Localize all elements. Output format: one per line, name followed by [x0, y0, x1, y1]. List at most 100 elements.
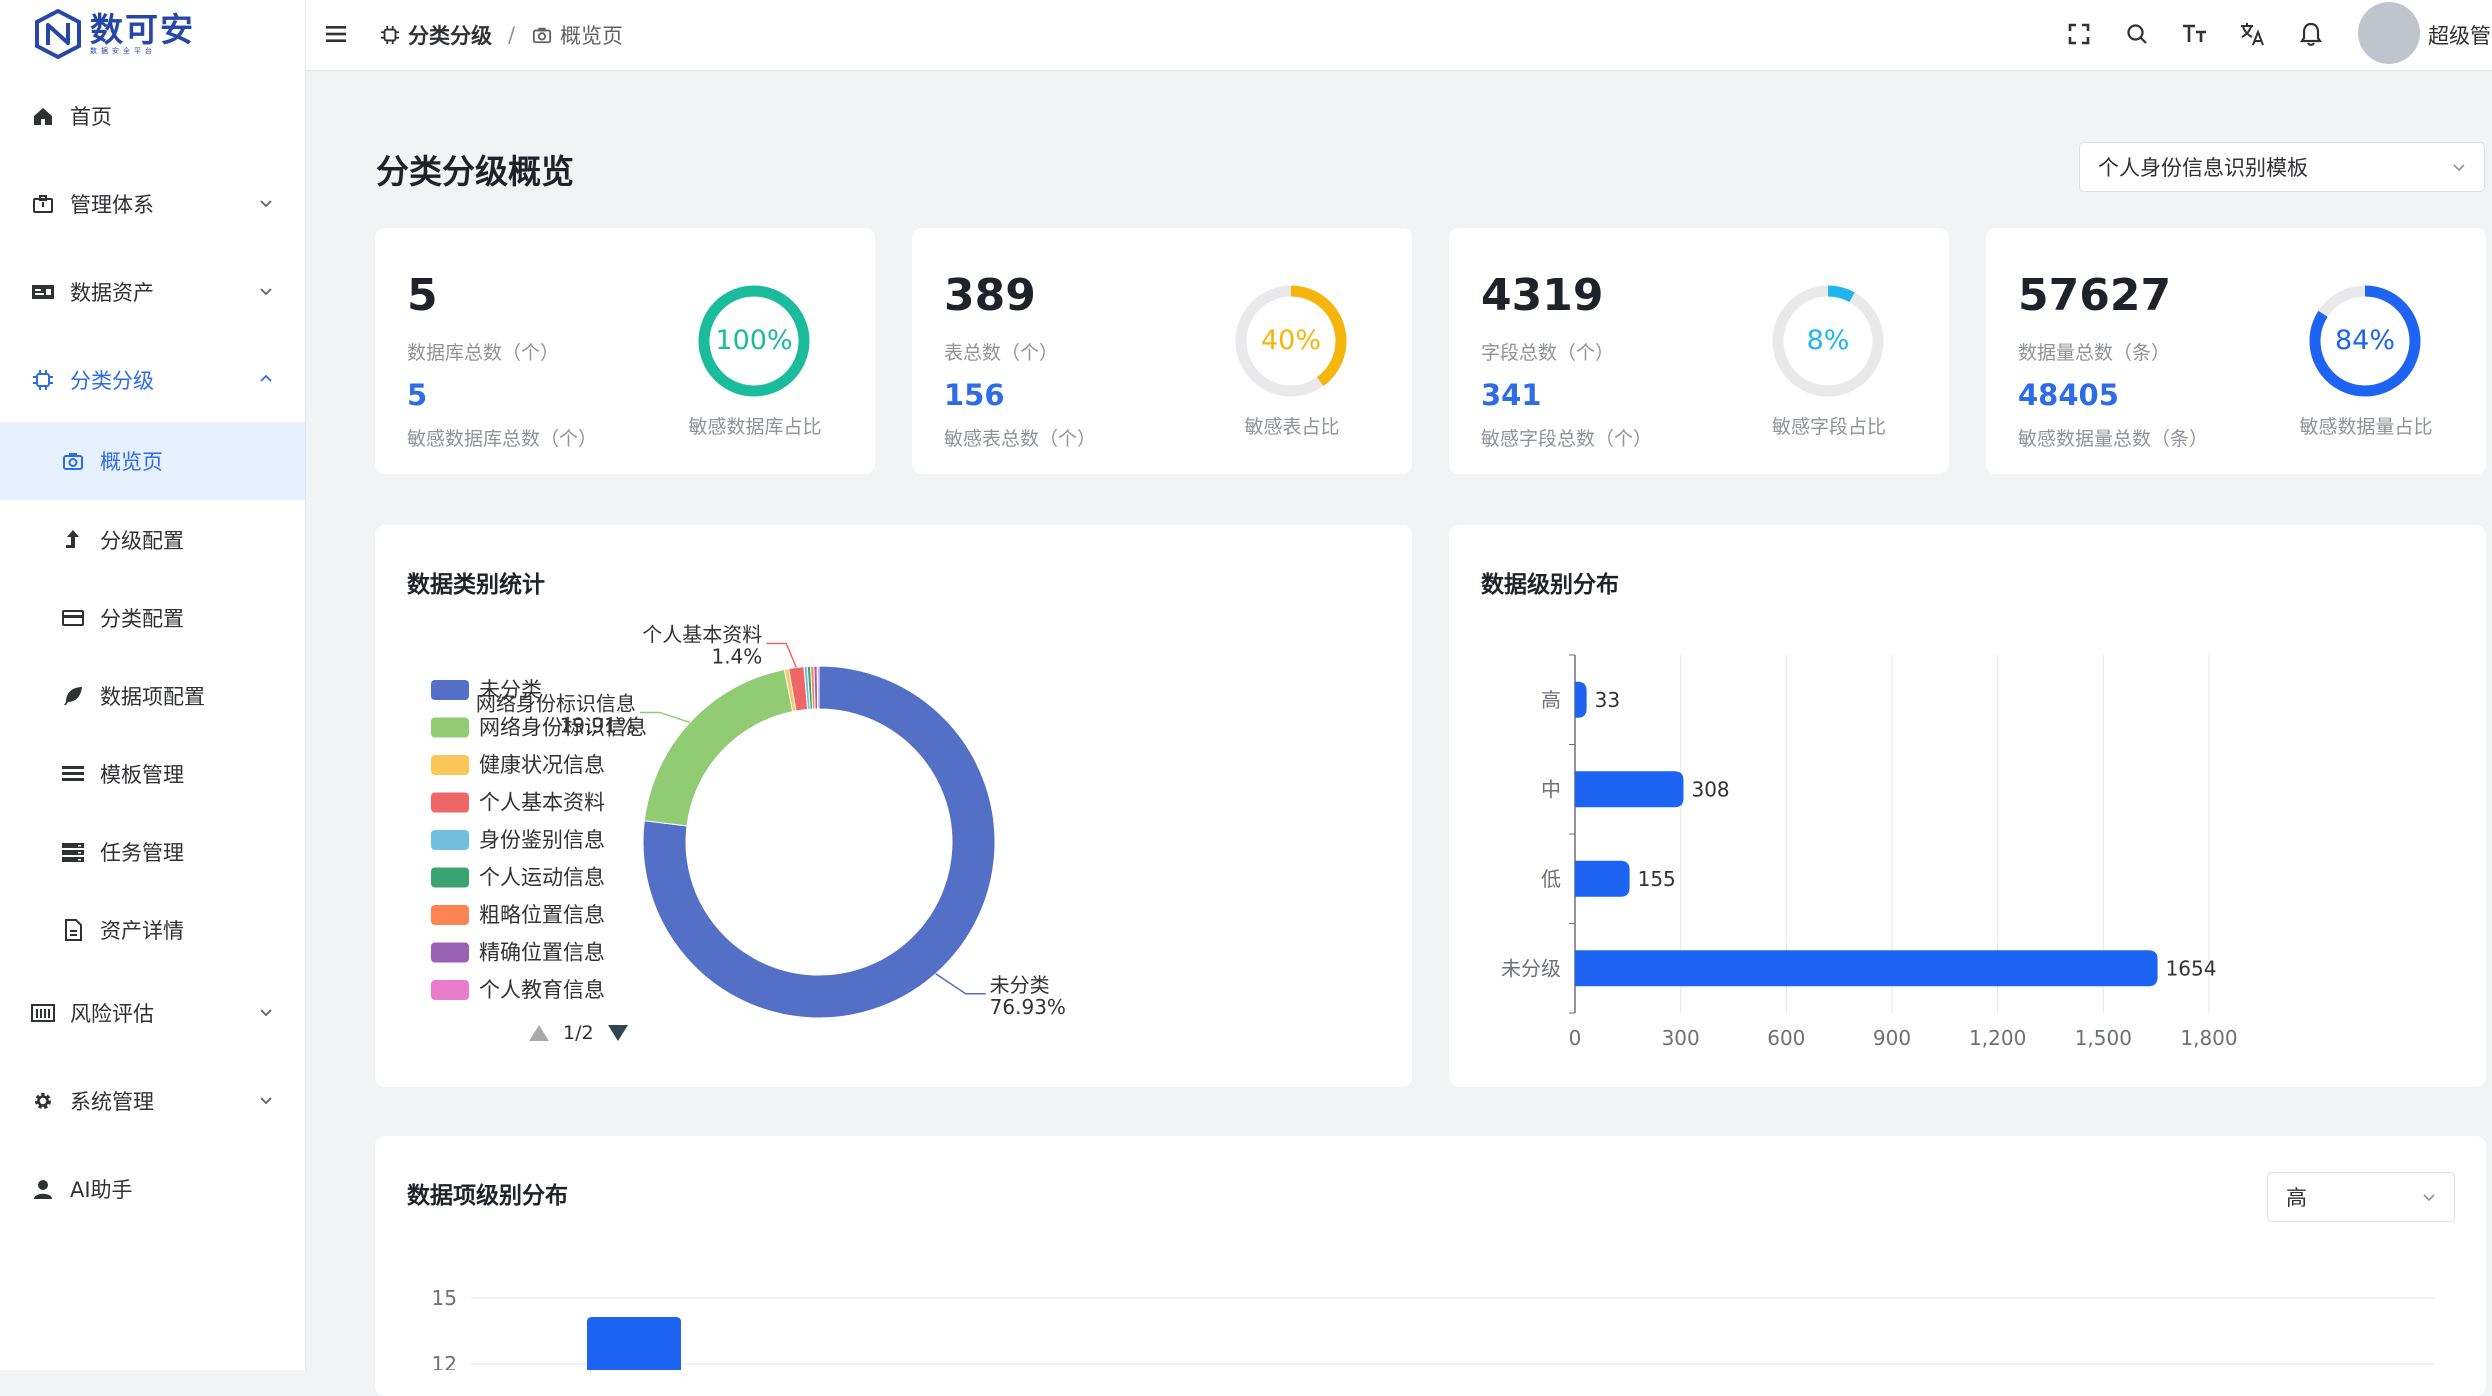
fullscreen-icon[interactable] — [2064, 19, 2094, 49]
brand-logo[interactable]: 数可安 数据安全平台 — [34, 6, 195, 62]
donut-slice — [816, 665, 820, 710]
item-level-card: 数据项级别分布 高 15 12 — [375, 1136, 2486, 1396]
ring-percent-text: 8% — [1807, 325, 1850, 356]
stat-total: 4319 — [1481, 270, 1604, 321]
sidebar-item-dataitem-config[interactable]: 数据项配置 — [0, 660, 305, 732]
percent-ring: 84% — [2309, 285, 2421, 397]
sidebar-item-label: 任务管理 — [100, 841, 184, 865]
legend-swatch — [431, 905, 469, 925]
legend-label: 未分类 — [479, 678, 542, 702]
list-icon — [60, 761, 86, 787]
legend-swatch — [431, 980, 469, 1000]
stat-sensitive: 341 — [1481, 378, 1542, 412]
menu-toggle-icon[interactable] — [324, 22, 348, 46]
sidebar-item-label: 首页 — [70, 105, 112, 129]
sidebar-item-system[interactable]: 系统管理 — [0, 1065, 305, 1137]
user-icon — [30, 1176, 56, 1202]
stat-total: 389 — [944, 270, 1036, 321]
y-tick-label: 未分级 — [1501, 956, 1561, 980]
bar-value-label: 155 — [1638, 867, 1676, 891]
sidebar-item-management[interactable]: 管理体系 — [0, 168, 305, 240]
level-bar-chart: 0 300 600 900 1,200 1,500 1,800 高 33 中 308 低 155 未分级 1… — [1501, 654, 2238, 1050]
annotation-name: 网络身份标识信息 — [476, 691, 636, 715]
annotation-line — [639, 711, 691, 724]
triangle-down-icon[interactable] — [606, 1023, 630, 1043]
sidebar-item-classification[interactable]: 分类分级 — [0, 344, 305, 416]
sidebar-item-template-mgmt[interactable]: 模板管理 — [0, 738, 305, 810]
level-select[interactable]: 高 — [2267, 1172, 2455, 1222]
chevron-down-icon — [260, 200, 272, 208]
legend-swatch — [431, 830, 469, 850]
username[interactable]: 超级管 — [2428, 24, 2491, 48]
x-tick-label: 900 — [1873, 1026, 1911, 1050]
top-header: 分类分级 / 概览页 超级管 — [306, 0, 2492, 71]
card-title: 数据类别统计 — [407, 572, 545, 598]
brand-subtitle: 数据安全平台 — [90, 47, 156, 55]
legend-page-indicator: 1/2 — [563, 1022, 594, 1044]
sidebar-item-label: 数据资产 — [70, 281, 154, 305]
bell-icon[interactable] — [2296, 19, 2326, 49]
search-icon[interactable] — [2122, 19, 2152, 49]
upload-arrow-icon — [60, 527, 86, 553]
sidebar-item-overview[interactable]: 概览页 — [0, 422, 305, 500]
id-card-icon — [30, 279, 56, 305]
sidebar-item-label: 数据项配置 — [100, 685, 205, 709]
stat-total-label: 数据库总数（个） — [407, 342, 560, 364]
sidebar-item-task-mgmt[interactable]: 任务管理 — [0, 816, 305, 888]
brand-title: 数可安 — [90, 10, 195, 49]
sidebar-item-risk[interactable]: 风险评估 — [0, 977, 305, 1049]
ring-progress — [698, 285, 810, 397]
triangle-up-icon[interactable] — [527, 1023, 551, 1043]
font-size-icon[interactable] — [2180, 19, 2210, 49]
sidebar-item-label: AI助手 — [70, 1178, 133, 1202]
ring-percent-text: 40% — [1261, 325, 1321, 356]
chip-icon — [30, 367, 56, 393]
translate-icon[interactable] — [2238, 19, 2268, 49]
percent-ring: 100% — [698, 285, 810, 397]
y-tick-label: 中 — [1541, 777, 1561, 801]
card-title: 数据项级别分布 — [407, 1183, 568, 1209]
sidebar-item-assets[interactable]: 数据资产 — [0, 256, 305, 328]
annotation-value: 76.93% — [990, 995, 1066, 1019]
legend-label: 身份鉴别信息 — [479, 828, 605, 852]
gear-icon — [30, 1088, 56, 1114]
bar-value-label: 33 — [1595, 688, 1620, 712]
legend-label: 精确位置信息 — [479, 941, 605, 965]
sidebar-item-level-config[interactable]: 分级配置 — [0, 504, 305, 576]
annotation-name: 未分类 — [990, 973, 1050, 997]
y-tick-label: 高 — [1541, 688, 1561, 712]
ring-label: 敏感表占比 — [1244, 416, 1340, 438]
sidebar-item-asset-detail[interactable]: 资产详情 — [0, 894, 305, 966]
chevron-down-icon — [2453, 164, 2465, 172]
avatar[interactable] — [2358, 2, 2420, 64]
stat-card-databases: 5 数据库总数（个） 5 敏感数据库总数（个） 100% 敏感数据库占比 — [375, 228, 875, 474]
stat-total: 5 — [407, 270, 438, 321]
legend-label: 粗略位置信息 — [479, 903, 605, 927]
annotation-line — [935, 973, 986, 995]
sidebar-item-label: 模板管理 — [100, 763, 184, 787]
x-tick-label: 300 — [1662, 1026, 1700, 1050]
legend-swatch — [431, 792, 469, 813]
sidebar-item-category-config[interactable]: 分类配置 — [0, 582, 305, 654]
stat-card-tables: 389 表总数（个） 156 敏感表总数（个） 40% 敏感表占比 — [912, 228, 1412, 474]
annotation-line — [766, 642, 797, 668]
document-icon — [60, 917, 86, 943]
template-select[interactable]: 个人身份信息识别模板 — [2079, 142, 2485, 192]
sidebar-item-label: 风险评估 — [70, 1002, 154, 1026]
chevron-down-icon — [260, 288, 272, 296]
sidebar-item-home[interactable]: 首页 — [0, 80, 305, 152]
legend-swatch — [431, 717, 469, 738]
legend-pager: 1/2 — [527, 1022, 630, 1044]
briefcase-icon — [30, 191, 56, 217]
ring-label: 敏感数据量占比 — [2299, 416, 2433, 438]
breadcrumb-item-classification[interactable]: 分类分级 — [380, 0, 492, 70]
bar — [1575, 681, 1587, 718]
breadcrumb-label: 概览页 — [560, 24, 623, 48]
breadcrumb-label: 分类分级 — [408, 24, 492, 48]
level-select-value: 高 — [2286, 1186, 2307, 1210]
bar — [587, 1317, 681, 1370]
sidebar-item-ai[interactable]: AI助手 — [0, 1153, 305, 1225]
feather-icon — [60, 683, 86, 709]
stat-sensitive-label: 敏感数据库总数（个） — [407, 428, 598, 450]
